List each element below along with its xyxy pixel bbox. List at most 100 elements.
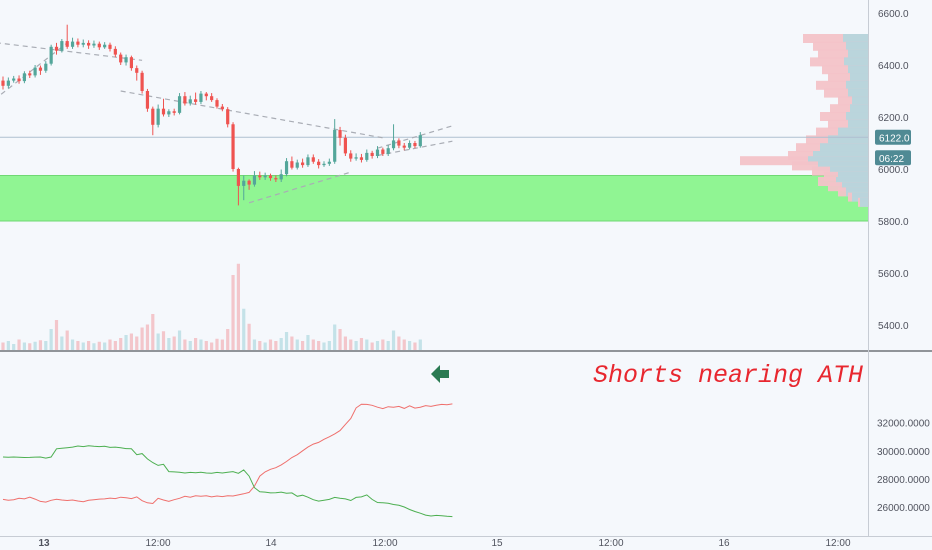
volume-bar xyxy=(81,342,85,350)
trendline[interactable] xyxy=(0,42,68,105)
price-axis-tick: 5600.0 xyxy=(878,269,909,280)
candle xyxy=(408,143,412,148)
candle xyxy=(226,109,230,125)
volume-bar xyxy=(199,339,203,350)
volume-bar xyxy=(242,308,246,350)
volume-profile-buy xyxy=(830,166,868,176)
volume-bar xyxy=(268,339,273,350)
volume-bar xyxy=(231,275,235,350)
volume-bar xyxy=(391,330,396,350)
candle xyxy=(87,42,91,46)
oscillator-axis-tick: 26000.0000 xyxy=(877,503,930,514)
trendline[interactable] xyxy=(377,125,453,149)
volume-bar xyxy=(188,341,192,350)
oscillator-axis-tick: 32000.0000 xyxy=(877,419,930,430)
volume-bar xyxy=(12,344,16,350)
trendline[interactable] xyxy=(377,140,453,157)
support-zone xyxy=(0,175,868,221)
volume-bar xyxy=(279,338,283,350)
volume-profile-buy xyxy=(848,88,868,98)
volume-bar xyxy=(274,341,278,350)
volume-bar xyxy=(65,330,69,350)
candle xyxy=(402,145,406,148)
candle xyxy=(391,140,396,149)
candle xyxy=(167,111,171,115)
price-pane xyxy=(0,24,868,350)
volume-bar xyxy=(177,330,182,350)
volume-profile-buy xyxy=(838,171,868,181)
volume-bar xyxy=(365,339,369,350)
volume-profile-buy xyxy=(848,65,868,75)
candle xyxy=(333,130,337,162)
volume-bar xyxy=(386,341,390,350)
candle xyxy=(418,135,422,147)
volume-bar xyxy=(103,342,107,350)
volume-bar xyxy=(204,341,208,350)
volume-bar xyxy=(22,342,26,350)
candle xyxy=(365,152,369,160)
volume-bar xyxy=(338,329,342,350)
volume-bar xyxy=(370,342,374,350)
volume-bar xyxy=(311,339,315,350)
candle xyxy=(49,46,53,64)
candle xyxy=(183,96,187,104)
candle xyxy=(210,96,214,101)
volume-profile-buy xyxy=(846,41,868,51)
volume-bar xyxy=(247,323,251,350)
volume-bar xyxy=(28,343,32,350)
oscillator-pane xyxy=(2,403,453,518)
volume-bar xyxy=(215,338,219,350)
volume-profile-sell xyxy=(740,156,868,166)
volume-bar xyxy=(290,336,294,350)
volume-profile-buy xyxy=(852,192,868,202)
volume-bar xyxy=(343,336,347,350)
price-axis-tick: 6600.0 xyxy=(878,9,909,20)
trendline[interactable] xyxy=(0,42,143,61)
candle xyxy=(322,163,326,166)
candle xyxy=(151,108,155,125)
volume-bar xyxy=(317,341,321,350)
candle xyxy=(124,57,128,63)
time-axis-tick: 12:00 xyxy=(145,538,170,549)
time-axis-tick: 12:00 xyxy=(598,538,623,549)
oscillator-axis-tick: 30000.0000 xyxy=(877,447,930,458)
candle xyxy=(204,93,208,97)
volume-bar xyxy=(354,341,358,350)
candle xyxy=(97,43,101,48)
volume-bar xyxy=(226,329,230,350)
candle xyxy=(306,157,310,166)
volume-bar xyxy=(210,342,214,350)
volume-profile-sell xyxy=(828,73,868,82)
volume-profile-sell xyxy=(818,49,868,59)
candle xyxy=(343,137,347,154)
volume-profile-buy xyxy=(838,127,868,137)
volume-bar xyxy=(54,320,59,350)
volume-profile-buy xyxy=(820,143,868,153)
candle xyxy=(247,180,251,185)
price-axis-tick: 6400.0 xyxy=(878,61,909,72)
candle xyxy=(12,78,16,81)
volume-bar xyxy=(322,342,326,350)
time-axis-tick: 12:00 xyxy=(825,538,850,549)
candle xyxy=(161,108,166,115)
volume-bar xyxy=(119,338,123,350)
volume-bar xyxy=(408,341,412,350)
price-badge xyxy=(875,129,911,145)
candle xyxy=(268,175,273,179)
volume-profile-buy xyxy=(848,119,868,129)
candle xyxy=(199,93,203,102)
volume-bar xyxy=(49,329,53,350)
time-axis-tick: 12:00 xyxy=(372,538,397,549)
volume-bar xyxy=(402,339,406,350)
volume-profile-buy xyxy=(850,104,868,114)
volume-bar xyxy=(183,339,187,350)
arrow-left-icon xyxy=(431,365,449,383)
volume-bar xyxy=(76,341,80,350)
volume-bar xyxy=(17,339,21,350)
volume-bar xyxy=(252,339,257,350)
candle xyxy=(338,130,342,138)
candle xyxy=(65,41,69,47)
shorts-line xyxy=(2,403,453,505)
volume-profile-buy xyxy=(844,57,868,67)
